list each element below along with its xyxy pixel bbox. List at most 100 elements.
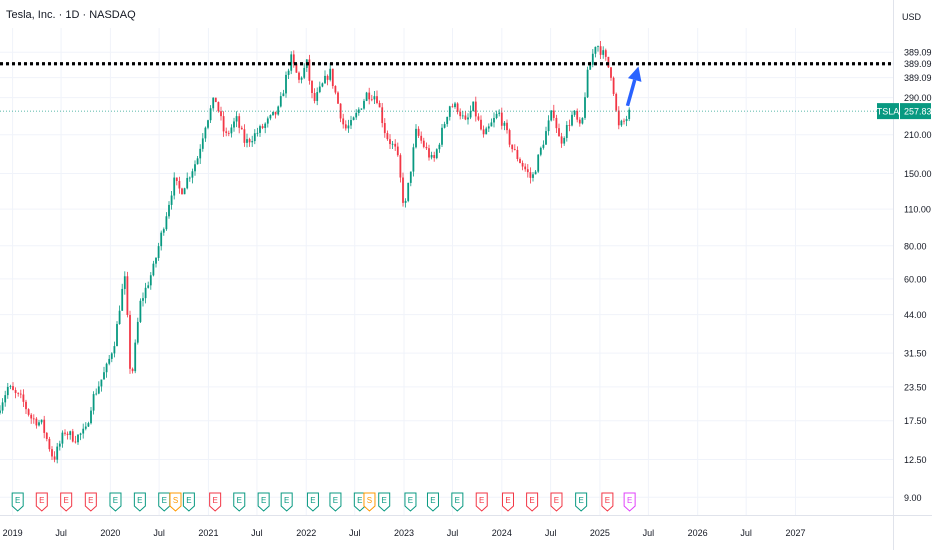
candle-body (105, 363, 108, 373)
candle (425, 142, 428, 150)
candle-body (116, 324, 118, 347)
event-marker[interactable]: E (601, 492, 614, 512)
event-marker[interactable]: E (133, 492, 146, 512)
candle-body (51, 449, 53, 457)
candle (602, 46, 605, 59)
event-marker[interactable]: E (109, 492, 122, 512)
event-marker[interactable]: E (329, 492, 342, 512)
candle (537, 154, 540, 174)
candle (251, 135, 254, 147)
event-marker[interactable]: E (475, 492, 488, 512)
event-marker[interactable]: E (280, 492, 293, 512)
candle (144, 282, 147, 304)
candle (474, 96, 477, 122)
event-marker[interactable]: E (257, 492, 270, 512)
event-marker[interactable]: E (451, 492, 464, 512)
event-label: E (186, 496, 191, 505)
candle (519, 157, 521, 164)
candle-body (555, 117, 558, 129)
candle-body (277, 106, 280, 115)
candle-body (316, 92, 319, 101)
candle (129, 310, 131, 374)
x-tick-label: 2022 (296, 528, 316, 538)
event-label: S (173, 496, 178, 505)
candle (386, 130, 389, 141)
event-label: E (284, 496, 289, 505)
candle-body (407, 182, 410, 201)
candle-body (222, 116, 225, 132)
candle-body (313, 92, 316, 101)
candle-body (417, 128, 420, 136)
candle (261, 123, 264, 130)
candle-body (472, 101, 475, 112)
event-marker[interactable]: E (575, 492, 588, 512)
x-tick-label: 2021 (198, 528, 218, 538)
event-marker[interactable]: E (306, 492, 319, 512)
candle-body (274, 111, 277, 115)
candle-body (191, 171, 194, 178)
candle (191, 168, 194, 184)
candle (597, 45, 599, 52)
candle-body (45, 432, 48, 439)
candle (459, 108, 462, 120)
candle (623, 118, 625, 125)
candle (38, 419, 40, 427)
event-marker[interactable]: E (426, 492, 439, 512)
candle-body (386, 133, 389, 140)
event-marker[interactable]: E (550, 492, 563, 512)
x-tick-label: 2026 (688, 528, 708, 538)
event-marker[interactable]: E (501, 492, 514, 512)
candle (74, 435, 77, 444)
x-tick-label: Jul (153, 528, 165, 538)
candle (134, 339, 137, 374)
candle-body (415, 128, 417, 148)
candle-body (264, 123, 267, 129)
candle-body (217, 102, 220, 112)
candle (235, 111, 238, 128)
event-marker[interactable]: E (60, 492, 73, 512)
event-marker[interactable]: E (233, 492, 246, 512)
x-tick-label: 2027 (785, 528, 805, 538)
event-marker[interactable]: E (209, 492, 222, 512)
candle (152, 260, 155, 277)
event-marker[interactable]: E (404, 492, 417, 512)
x-tick-label: 2020 (100, 528, 120, 538)
candle (503, 121, 506, 131)
event-marker[interactable]: E (11, 492, 24, 512)
candle (391, 140, 394, 150)
candle-body (204, 127, 207, 139)
event-label: E (578, 496, 583, 505)
event-marker[interactable]: S (169, 492, 182, 512)
event-badge (550, 492, 563, 512)
candle-body (48, 438, 51, 450)
event-marker[interactable]: S (363, 492, 376, 512)
candle (240, 125, 243, 130)
event-marker[interactable]: E (84, 492, 97, 512)
candle-body (529, 172, 532, 178)
candle-body (526, 169, 529, 173)
y-tick-label: 80.00 (904, 241, 927, 251)
event-badge (233, 492, 246, 512)
event-marker[interactable]: E (378, 492, 391, 512)
candle (209, 105, 212, 123)
arrow-icon (625, 66, 642, 107)
candle-body (610, 67, 612, 78)
candle-body (482, 129, 485, 135)
candle (225, 127, 228, 137)
event-marker[interactable]: E (182, 492, 195, 512)
candle-body (30, 414, 33, 419)
candle (529, 167, 532, 184)
event-marker[interactable]: E (623, 492, 636, 512)
candle-body (126, 276, 129, 315)
event-marker[interactable]: E (35, 492, 48, 512)
event-badge (378, 492, 391, 512)
event-marker[interactable]: E (158, 492, 171, 512)
candle (303, 63, 306, 80)
candle-body (240, 127, 243, 130)
event-marker[interactable]: E (526, 492, 539, 512)
candle-body (402, 177, 404, 203)
candle (243, 124, 246, 147)
candle (493, 112, 495, 128)
